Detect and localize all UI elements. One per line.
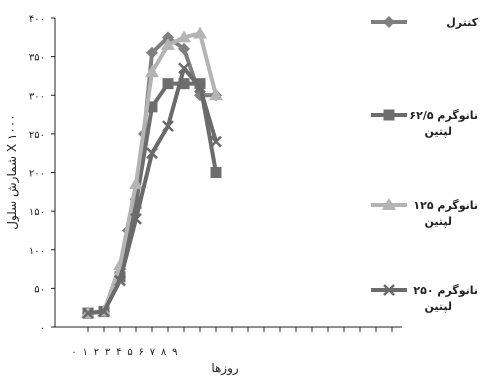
y-tick-label: ۳۰۰ bbox=[29, 91, 45, 102]
legend-label: ۱۲۵ نانوگرم bbox=[413, 199, 478, 212]
data-point-stroke bbox=[210, 135, 222, 148]
data-point bbox=[146, 147, 158, 160]
x-tick-label: ۸ bbox=[161, 347, 167, 358]
legend-label: ۶۲/۵ نانوگرم bbox=[409, 109, 478, 122]
data-point bbox=[146, 46, 158, 59]
x-tick-label: ۱ bbox=[83, 347, 88, 358]
data-point bbox=[162, 120, 174, 133]
data-point bbox=[130, 212, 142, 225]
data-point bbox=[177, 30, 191, 43]
data-point bbox=[178, 62, 190, 75]
x-tick-label: ۷ bbox=[150, 347, 156, 358]
y-tick-label: ۰ bbox=[40, 323, 45, 334]
legend-label: لپتین bbox=[425, 125, 453, 138]
y-tick-label: ۴۰۰ bbox=[29, 14, 45, 25]
x-tick-label: ۰ bbox=[71, 347, 76, 358]
data-point bbox=[382, 198, 396, 210]
data-point bbox=[162, 78, 174, 90]
data-point bbox=[193, 26, 207, 39]
data-point bbox=[130, 197, 142, 209]
data-point-stroke bbox=[130, 212, 142, 225]
y-tick-label: ۲۵۰ bbox=[29, 130, 45, 141]
y-tick-label: ۵۰ bbox=[34, 284, 45, 295]
data-point bbox=[194, 78, 206, 90]
y-tick-label: ۱۵۰ bbox=[29, 207, 45, 218]
data-point bbox=[146, 101, 158, 113]
data-point-stroke bbox=[178, 62, 190, 75]
data-point bbox=[129, 177, 143, 190]
data-point-stroke bbox=[82, 307, 94, 319]
data-point bbox=[161, 38, 175, 51]
y-axis-title: شمارش سلول X ۱۰۰۰ bbox=[5, 114, 20, 230]
data-point bbox=[383, 16, 395, 28]
x-tick-label: ۳ bbox=[105, 347, 111, 358]
y-tick-label: ۳۵۰ bbox=[29, 53, 45, 64]
data-point-stroke bbox=[383, 284, 395, 296]
x-tick-label: ۴ bbox=[116, 347, 121, 358]
data-point bbox=[210, 167, 222, 178]
data-point bbox=[209, 88, 223, 101]
data-point bbox=[145, 65, 159, 78]
data-point-stroke bbox=[114, 274, 126, 287]
data-point bbox=[210, 135, 222, 148]
data-point bbox=[383, 109, 395, 121]
data-point bbox=[114, 274, 126, 287]
data-point bbox=[82, 307, 94, 319]
x-tick-label: ۶ bbox=[139, 347, 144, 358]
data-point-stroke bbox=[98, 305, 110, 318]
y-tick-label: ۲۰۰ bbox=[29, 169, 45, 180]
x-tick-label: ۹ bbox=[172, 347, 177, 358]
data-point-stroke bbox=[146, 147, 158, 160]
legend-label: لپتین bbox=[425, 300, 453, 313]
x-axis-title: روزها bbox=[211, 361, 239, 376]
data-point-stroke bbox=[194, 81, 206, 94]
legend-label: لپتین bbox=[425, 215, 453, 228]
data-point bbox=[178, 42, 190, 55]
x-tick-label: ۵ bbox=[127, 347, 132, 358]
data-point bbox=[98, 305, 110, 318]
data-point bbox=[194, 81, 206, 94]
data-point bbox=[383, 284, 395, 296]
series-line bbox=[87, 81, 218, 316]
data-point bbox=[162, 31, 174, 44]
legend-label: ۲۵۰ نانوگرم bbox=[413, 284, 478, 297]
data-point bbox=[178, 78, 190, 90]
x-tick-label: ۲ bbox=[94, 347, 99, 358]
legend-label: کنترل bbox=[446, 16, 478, 29]
data-point-stroke bbox=[162, 120, 174, 133]
y-tick-label: ۱۰۰ bbox=[29, 246, 45, 257]
